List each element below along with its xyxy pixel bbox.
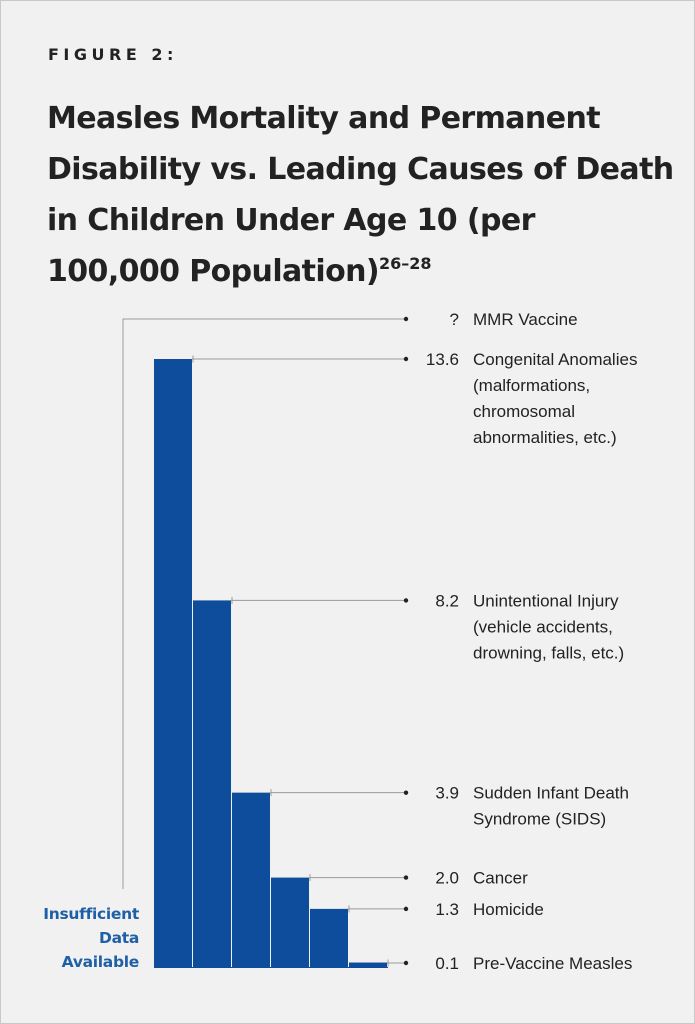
leader-dot-series-5	[403, 906, 409, 912]
category-label-series-2-line-2: drowning, falls, etc.)	[473, 643, 624, 662]
category-label-series-1-line-1: (malformations,	[473, 376, 590, 395]
chart-title-main: Measles Mortality and Permanent Disabili…	[47, 101, 674, 289]
insufficient-note-line-3: Available	[61, 953, 140, 971]
category-label-series-2-line-1: (vehicle accidents,	[473, 617, 613, 636]
title-footnote-refs: 26–28	[378, 254, 432, 273]
category-label-series-3-line-1: Syndrome (SIDS)	[473, 810, 606, 829]
bar-series-3	[232, 792, 270, 967]
data-label-series-0: ?	[450, 310, 459, 329]
insufficient-note-line-1: Insufficient	[43, 905, 139, 923]
leader-dot-series-0	[403, 316, 409, 322]
bar-series-6	[349, 962, 387, 967]
data-label-series-2: 8.2	[435, 591, 459, 610]
category-label-series-1-line-2: chromosomal	[473, 402, 575, 421]
leader-dot-series-3	[403, 790, 409, 795]
bar-series-4	[271, 877, 309, 967]
leader-dot-series-2	[403, 598, 409, 603]
chart-title: Measles Mortality and Permanent Disabili…	[47, 93, 677, 301]
leader-dot-series-1	[403, 356, 409, 362]
category-label-series-2-line-0: Unintentional Injury	[473, 591, 619, 610]
insufficient-data-note: Insufficient Data Available	[1, 902, 139, 974]
data-label-series-1: 13.6	[426, 350, 459, 369]
figure-label: FIGURE 2:	[48, 45, 178, 64]
category-label-series-3-line-0: Sudden Infant Death	[473, 784, 629, 803]
data-label-series-6: 0.1	[435, 954, 459, 973]
category-label-series-6-line-0: Pre-Vaccine Measles	[473, 954, 632, 973]
category-label-series-0-line-0: MMR Vaccine	[473, 310, 578, 329]
bar-series-1	[154, 359, 192, 967]
category-label-series-5-line-0: Homicide	[473, 900, 544, 919]
insufficient-note-line-2: Data	[99, 929, 139, 947]
leader-dot-series-4	[403, 875, 409, 880]
leader-dot-series-6	[403, 960, 409, 966]
category-label-series-4-line-0: Cancer	[473, 869, 528, 888]
category-label-series-1-line-3: abnormalities, etc.)	[473, 428, 617, 447]
bar-series-5	[310, 908, 348, 967]
category-label-series-1-line-0: Congenital Anomalies	[473, 350, 637, 369]
mmr-vaccine-leader-line	[122, 318, 406, 889]
bar-series-2	[193, 600, 231, 967]
data-label-series-4: 2.0	[435, 869, 459, 888]
data-label-series-5: 1.3	[435, 900, 459, 919]
data-label-series-3: 3.9	[435, 784, 459, 803]
